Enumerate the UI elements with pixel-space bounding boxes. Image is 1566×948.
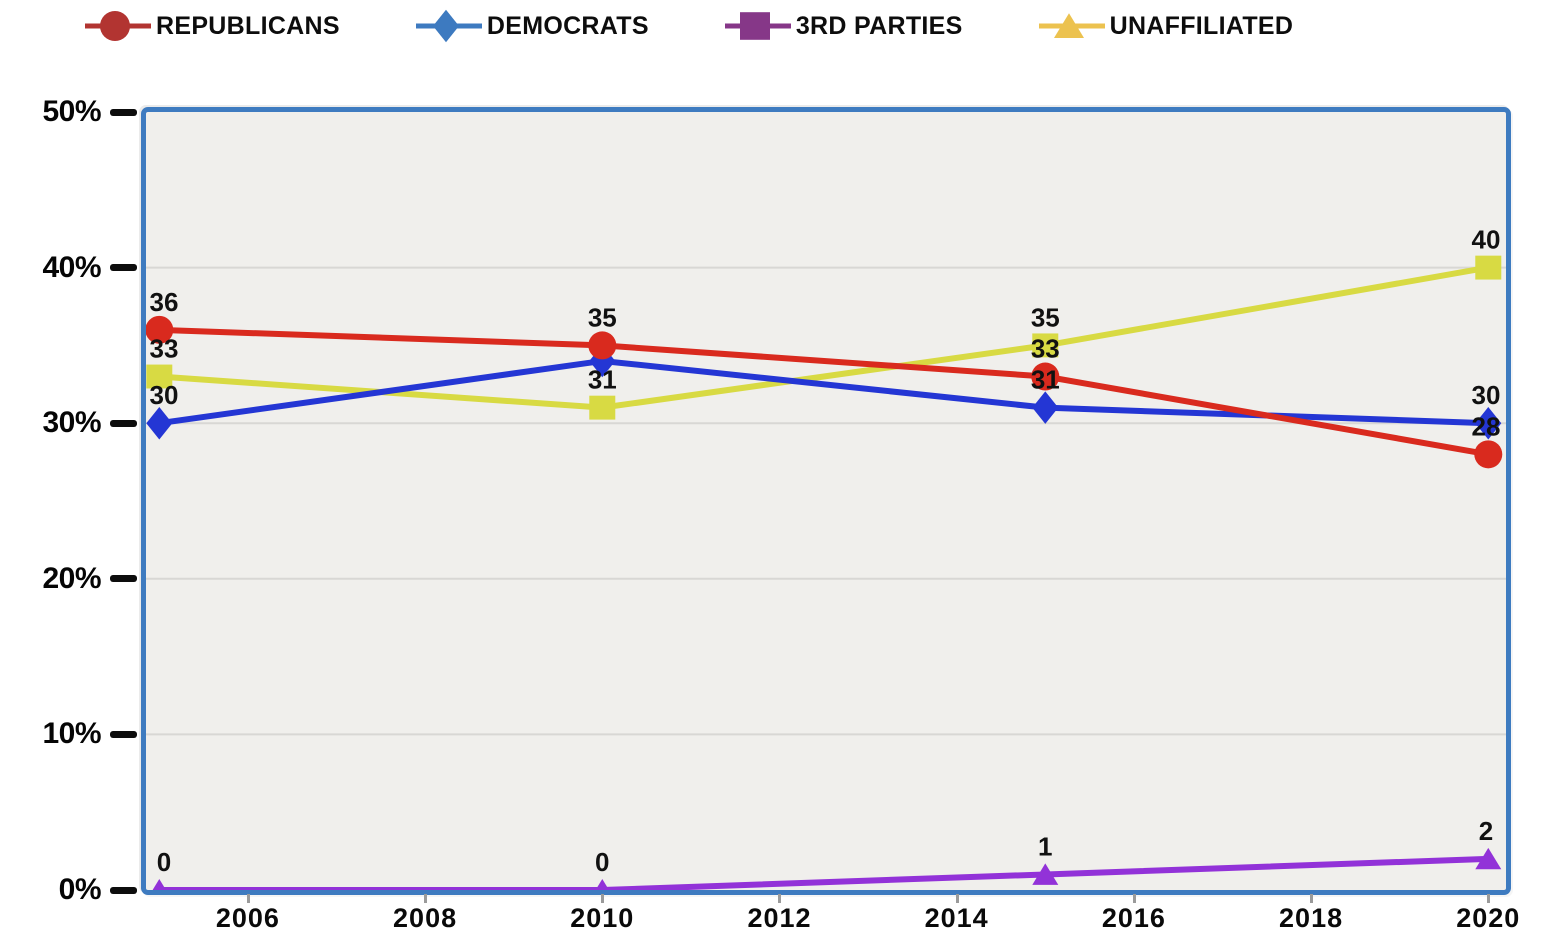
- x-tick-label: 2006: [215, 903, 280, 933]
- x-tick-mark: [246, 894, 250, 903]
- y-tick-label: 10%: [42, 717, 101, 751]
- x-tick-mark: [601, 894, 605, 903]
- series-line: [156, 326, 1492, 458]
- x-tick-mark: [955, 894, 959, 903]
- data-label: 35: [1031, 302, 1060, 332]
- triangle-marker-icon: [1032, 863, 1059, 885]
- circle-marker-icon: [588, 331, 617, 360]
- x-tick-label: 2020: [1456, 903, 1521, 933]
- triangle-marker-icon: [152, 878, 166, 890]
- data-label: 28: [1472, 411, 1501, 441]
- x-tick-label: 2016: [1101, 903, 1166, 933]
- data-label: 33: [1031, 334, 1060, 364]
- y-tick: 50%: [0, 94, 137, 130]
- x-tick-mark: [778, 894, 782, 903]
- legend-item-unaffiliated: UNAFFILIATED: [1038, 4, 1294, 48]
- x-tick-label: 2008: [393, 903, 458, 933]
- plot-area: 33 31 35 40 30 31 30 36 35 33 28 0 0 1 2: [141, 107, 1511, 895]
- circle-marker-icon: [1031, 362, 1060, 391]
- data-label: 33: [150, 334, 179, 364]
- y-tick-label: 30%: [42, 406, 101, 440]
- circle-icon: [100, 11, 130, 41]
- triangle-marker-icon: [1475, 847, 1502, 870]
- circle-marker-icon: [146, 315, 174, 344]
- square-marker-icon: [1475, 255, 1502, 280]
- y-tick: 10%: [0, 716, 137, 752]
- y-tick-dash-icon: [110, 264, 137, 272]
- square-legend-icon: [724, 12, 791, 40]
- legend-label: DEMOCRATS: [486, 11, 649, 40]
- data-label: 40: [1472, 225, 1501, 255]
- legend-label: REPUBLICANS: [156, 11, 340, 40]
- data-label: 0: [595, 847, 609, 877]
- square-marker-icon: [1032, 333, 1059, 358]
- legend-item-democrats: DEMOCRATS: [415, 4, 649, 48]
- data-label: 30: [1472, 380, 1501, 410]
- x-tick-mark: [1132, 894, 1136, 903]
- data-label: 36: [150, 287, 179, 317]
- data-label: 30: [150, 380, 179, 410]
- square-icon: [739, 12, 770, 40]
- legend-item-republicans: REPUBLICANS: [85, 4, 340, 48]
- y-tick: 40%: [0, 250, 137, 286]
- data-label: 31: [1031, 365, 1060, 395]
- series-3rd-parties: [152, 847, 1502, 890]
- square-marker-icon: [146, 364, 173, 389]
- x-tick-label: 2014: [924, 903, 989, 933]
- legend: REPUBLICANS DEMOCRATS 3RD PARTIES UNAFFILIA…: [85, 4, 1293, 48]
- diamond-legend-icon: [415, 9, 482, 43]
- data-label: 0: [157, 847, 171, 877]
- y-tick-label: 0%: [58, 873, 102, 906]
- y-tick-dash-icon: [110, 419, 137, 427]
- series-republicans: [146, 315, 1503, 469]
- data-label: 2: [1479, 816, 1493, 846]
- circle-marker-icon: [1474, 440, 1503, 469]
- legend-item-3rd-parties: 3RD PARTIES: [724, 4, 963, 48]
- data-label: 1: [1038, 831, 1052, 861]
- y-tick: 20%: [0, 561, 137, 597]
- x-tick-mark: [1487, 894, 1491, 903]
- y-tick-dash-icon: [110, 108, 137, 116]
- data-label: 35: [588, 302, 617, 332]
- circle-legend-icon: [85, 11, 151, 41]
- diamond-marker-icon: [1032, 391, 1059, 424]
- x-tick-label: 2012: [747, 903, 812, 933]
- y-tick-label: 50%: [42, 95, 101, 128]
- y-tick: 0%: [0, 872, 137, 908]
- legend-label: 3RD PARTIES: [795, 11, 963, 40]
- diamond-marker-icon: [146, 406, 173, 440]
- y-tick-dash-icon: [110, 730, 137, 738]
- y-tick-dash-icon: [110, 886, 137, 894]
- x-tick-label: 2010: [570, 903, 635, 933]
- y-tick: 30%: [0, 405, 137, 441]
- triangle-marker-icon: [595, 878, 609, 890]
- x-tick-label: 2018: [1279, 903, 1344, 933]
- diamond-icon: [432, 9, 459, 43]
- series-line: [156, 855, 1492, 890]
- x-tick-mark: [424, 894, 428, 903]
- square-marker-icon: [589, 395, 616, 420]
- y-tick-label: 40%: [42, 250, 101, 284]
- y-tick-label: 20%: [42, 561, 101, 595]
- legend-label: UNAFFILIATED: [1109, 11, 1294, 40]
- y-tick-dash-icon: [110, 575, 137, 583]
- x-tick-mark: [1310, 894, 1314, 903]
- triangle-icon: [1053, 13, 1084, 38]
- data-label: 31: [588, 365, 617, 395]
- diamond-marker-icon: [1475, 406, 1502, 440]
- triangle-legend-icon: [1038, 13, 1105, 38]
